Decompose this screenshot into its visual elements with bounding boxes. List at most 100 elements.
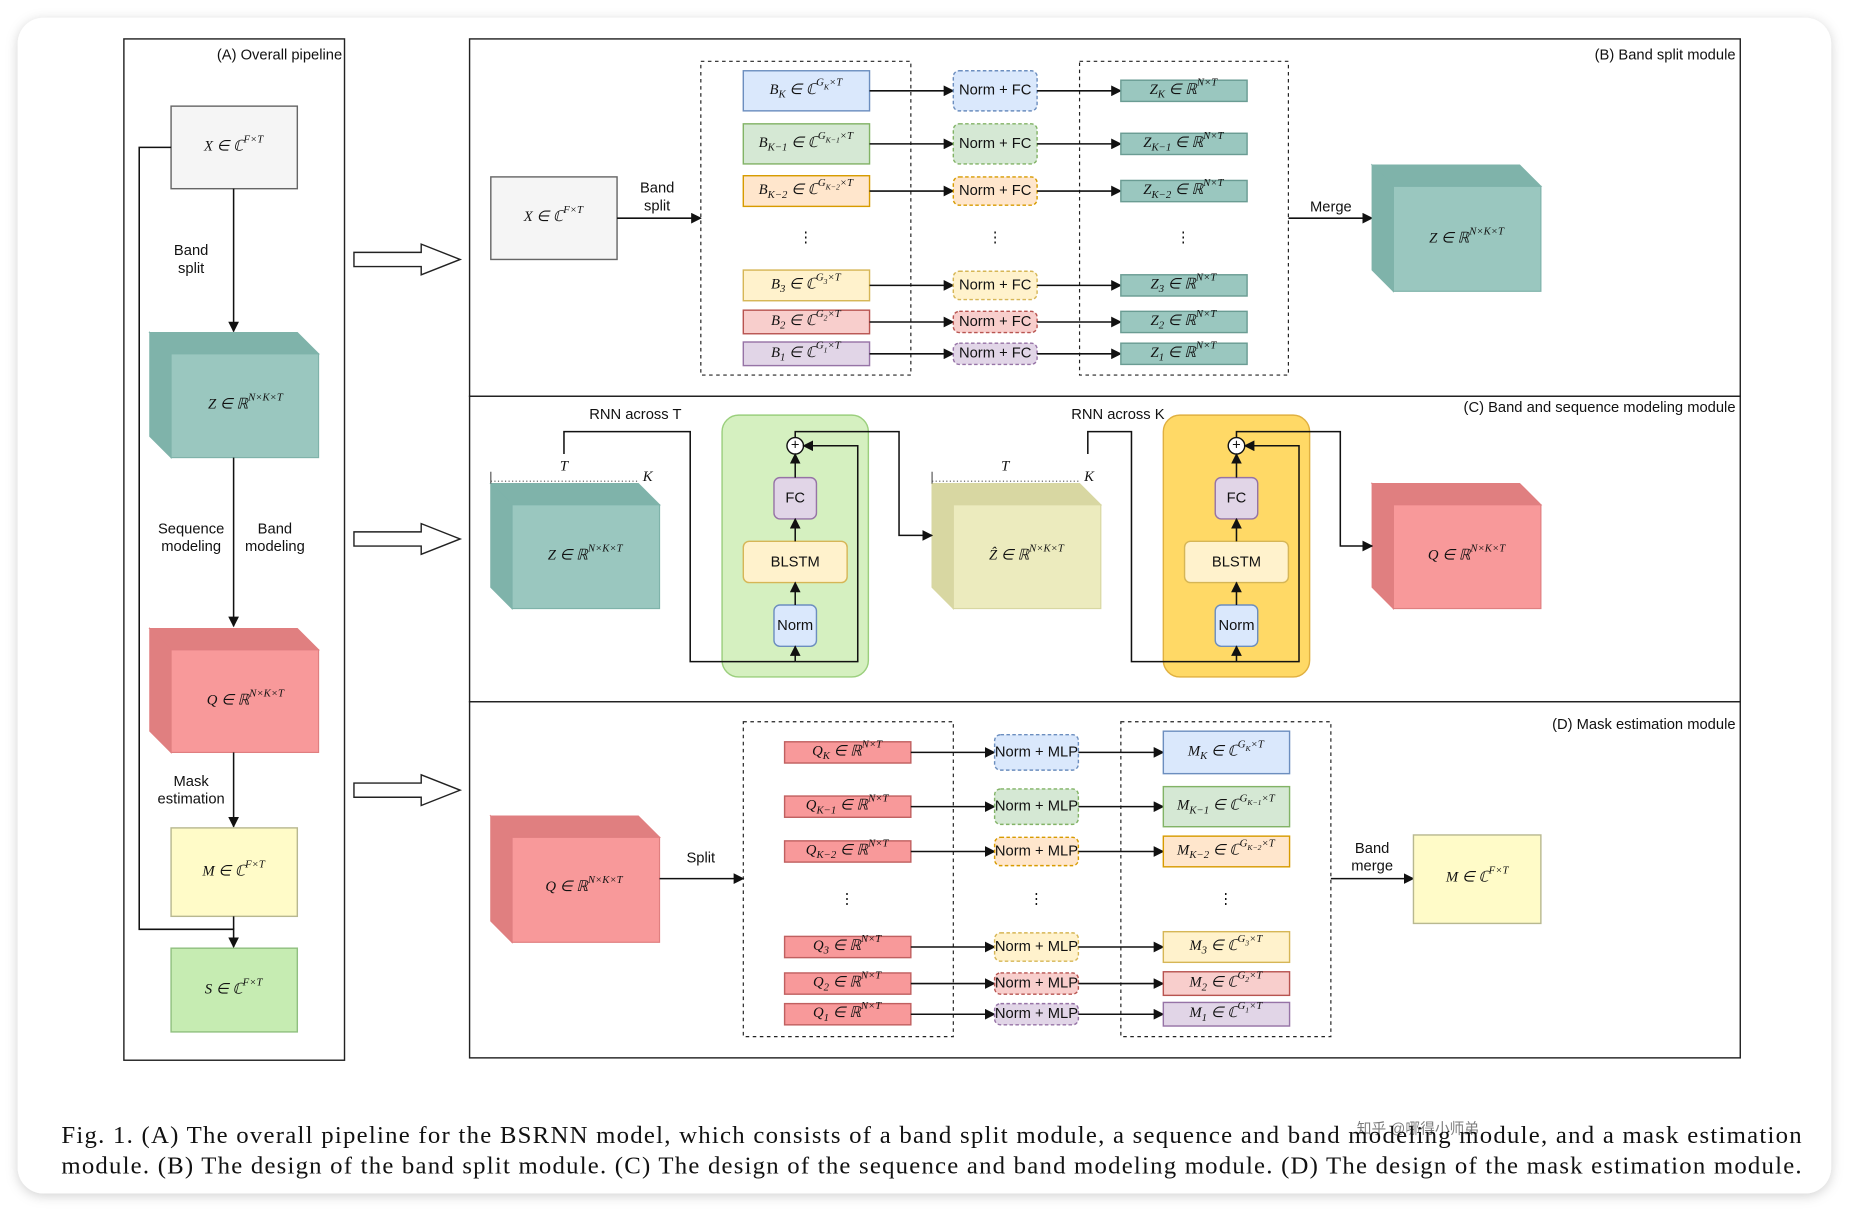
panel-title: (C) Band and sequence modeling module [1464, 400, 1736, 416]
math-part: ×T [1249, 1001, 1263, 1013]
label: modeling [161, 539, 221, 555]
label: Merge [1310, 199, 1352, 215]
label: RNN across T [589, 407, 681, 423]
math-part: B [769, 82, 778, 98]
cube-top [1370, 164, 1543, 187]
label: BLSTM [771, 554, 820, 570]
math-label: Z1 ∈ ℝN×T [1150, 340, 1217, 364]
math-label: Q2 ∈ ℝN×T [813, 970, 882, 994]
math-part: K−1 [825, 135, 840, 144]
cube-side [1371, 482, 1394, 610]
math-label: Z3 ∈ ℝN×T [1150, 272, 1217, 296]
math-label: B3 ∈ ℂG3×T [771, 272, 842, 296]
label: ⋮ [1176, 230, 1191, 246]
math-part: M [1188, 975, 1202, 991]
math-label: X ∈ ℂF×T [203, 134, 264, 155]
label: split [644, 198, 670, 214]
connector [1087, 430, 1237, 663]
math-part: M ∈ ℂ [201, 864, 246, 880]
math-part: 1 [824, 345, 828, 354]
math-part: ∈ ℂ [785, 345, 817, 361]
panel-title: (D) Mask estimation module [1552, 717, 1735, 733]
math-label: MK−2 ∈ ℂGK−2×T [1176, 838, 1276, 862]
math-part: 3 [823, 945, 829, 957]
arrow [1235, 430, 1374, 552]
math-part: Q [813, 1006, 824, 1022]
math-part: K−1 [1188, 805, 1209, 817]
box [1120, 310, 1248, 334]
group-frame [1120, 721, 1332, 1038]
connector [563, 430, 796, 663]
cube-side [931, 482, 954, 610]
math-part: ∈ ℂ [787, 135, 819, 151]
math-part: N×T [1195, 272, 1217, 284]
math-part: 2 [1245, 975, 1249, 984]
math-part: K−1 [1150, 142, 1171, 154]
label: Norm + FC [959, 183, 1032, 199]
math-part: K [777, 89, 786, 101]
box [742, 175, 871, 208]
math-part: Z [1143, 182, 1152, 198]
box [170, 947, 299, 1033]
caption-line: Fig. 1. (A) The overall pipeline for the… [61, 1122, 1802, 1149]
label: Norm + FC [959, 346, 1032, 362]
watermark: 知乎 @哪得小师弟 [1357, 1121, 1479, 1138]
math-label: M ∈ ℂF×T [1445, 865, 1510, 886]
label: RNN across K [1071, 407, 1165, 423]
panel-a-frame [123, 38, 346, 1061]
math-part: G [1240, 793, 1248, 805]
math-part: K−2 [1188, 850, 1209, 862]
math-part: Ẑ ∈ ℝ [989, 547, 1030, 564]
math-label: M3 ∈ ℂG3×T [1188, 933, 1263, 957]
math-part: Q [806, 843, 817, 859]
cube-side [490, 482, 513, 610]
math-part: K [1199, 751, 1208, 763]
cube-front [1392, 504, 1542, 610]
cube-top [489, 815, 661, 838]
math-label: Q1 ∈ ℝN×T [813, 1001, 882, 1025]
math-part: F×T [242, 977, 264, 989]
math-part: K−2 [825, 182, 840, 191]
math-part: ×T [827, 308, 841, 320]
label: modeling [245, 539, 305, 555]
math-part: M ∈ ℂ [1445, 870, 1490, 886]
math-label: B1 ∈ ℂG1×T [771, 340, 842, 364]
label: K [1083, 469, 1095, 485]
label: BLSTM [1212, 554, 1261, 570]
math-label: QK−1 ∈ ℝN×T [806, 793, 890, 817]
math-label: X ∈ ℂF×T [523, 205, 584, 226]
math-part: ∈ ℂ [1209, 798, 1241, 814]
math-part: ∈ ℂ [786, 82, 818, 98]
math-part: ×T [829, 77, 843, 89]
math-part: F×T [562, 205, 584, 217]
math-part: N×K×T [1468, 226, 1505, 238]
label: Norm + MLP [995, 1006, 1078, 1022]
math-label: B2 ∈ ℂG2×T [771, 308, 842, 332]
math-part: ∈ ℂ [1209, 843, 1241, 859]
math-part: N×T [1195, 308, 1217, 320]
math-part: B [759, 182, 768, 198]
label: Norm + FC [959, 314, 1032, 330]
card [17, 17, 1832, 1194]
cube-top [148, 627, 320, 651]
label: Norm + MLP [995, 799, 1078, 815]
math-part: ∈ ℝ [1171, 135, 1204, 151]
skip-connection [138, 146, 239, 949]
math-part: M [1187, 744, 1201, 760]
box [1120, 342, 1248, 366]
math-part: B [771, 345, 780, 361]
label: Norm + MLP [995, 744, 1078, 760]
math-label: Q ∈ ℝN×K×T [207, 688, 285, 709]
math-part: 1 [1159, 352, 1164, 364]
cube-front [170, 353, 320, 459]
label: Band [1355, 841, 1389, 857]
label: Norm + FC [959, 83, 1032, 99]
label: Norm [777, 618, 813, 634]
math-part: Q ∈ ℝ [1428, 548, 1472, 564]
label: Norm + FC [959, 136, 1032, 152]
math-part: K−2 [1150, 189, 1171, 201]
math-part: ∈ ℂ [1207, 975, 1239, 991]
math-part: ∈ ℝ [1165, 82, 1198, 98]
math-part: ∈ ℂ [787, 182, 819, 198]
